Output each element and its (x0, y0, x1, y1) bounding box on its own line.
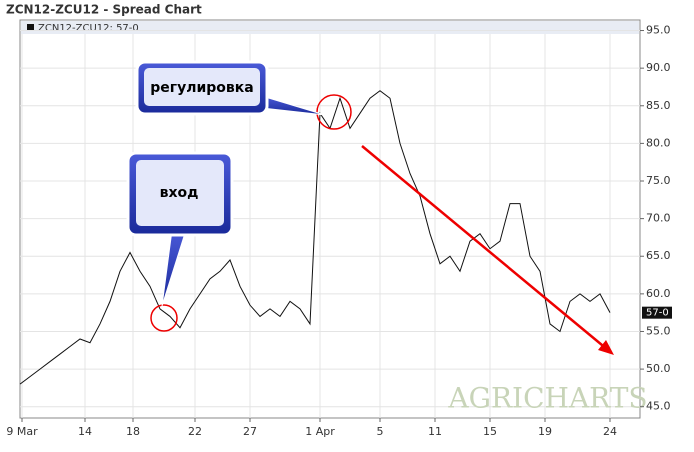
x-tick-label: 11 (428, 425, 442, 438)
series-layer (19, 90, 611, 385)
y-tick-label: 65.0 (646, 249, 671, 262)
callout-text: регулировка (150, 80, 253, 96)
line-series (19, 90, 611, 385)
y-tick-label: 45.0 (646, 400, 671, 413)
y-tick-label: 95.0 (646, 24, 671, 37)
legend-label: ZCN12-ZCU12: 57-0 (38, 23, 139, 34)
last-value-box (642, 306, 672, 319)
y-tick-label: 75.0 (646, 174, 671, 187)
highlight-circle (150, 304, 178, 332)
x-tick-label: 22 (188, 425, 202, 438)
x-tick-label: 14 (78, 425, 92, 438)
y-tick-label: 80.0 (646, 136, 671, 149)
highlight-circle (316, 94, 352, 130)
legend-swatch (27, 24, 34, 31)
grid (20, 30, 640, 418)
x-tick-label: 15 (483, 425, 497, 438)
callout-inner (136, 160, 224, 226)
y-tick-label: 90.0 (646, 61, 671, 74)
y-tick-label: 60.0 (646, 287, 671, 300)
x-tick-label: 5 (377, 425, 384, 438)
arrow-head (598, 340, 614, 355)
x-tick-label: 27 (243, 425, 257, 438)
chart-title: ZCN12-ZCU12 - Spread Chart (6, 3, 202, 17)
trend-arrow (361, 145, 609, 351)
last-value-label: 57-0 (646, 308, 669, 319)
x-tick-label: 18 (126, 425, 140, 438)
watermark: AGRICHARTS (447, 382, 647, 415)
x-tick-label: 9 Mar (6, 425, 38, 438)
y-tick-label: 70.0 (646, 212, 671, 225)
x-tick-label: 24 (603, 425, 617, 438)
x-tick-label: 19 (538, 425, 552, 438)
y-tick-label: 55.0 (646, 324, 671, 337)
callout-inner (144, 68, 260, 106)
y-tick-label: 85.0 (646, 99, 671, 112)
x-tick-label: 1 Apr (305, 425, 335, 438)
callout-text: вход (160, 185, 199, 201)
y-tick-label: 50.0 (646, 362, 671, 375)
